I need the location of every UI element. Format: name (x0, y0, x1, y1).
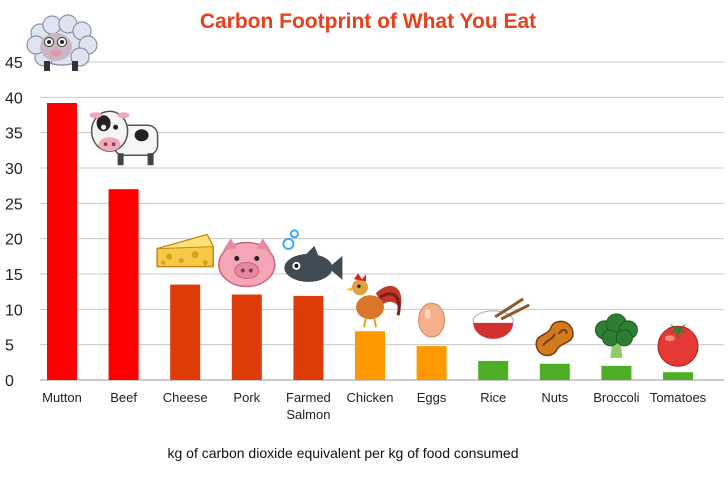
x-axis-labels: Mutton Beef Cheese Pork Farmed Salmon Chicken E… (42, 390, 707, 422)
x-tick-label: Cheese (163, 390, 208, 405)
y-tick-label: 15 (5, 267, 23, 284)
y-tick-label: 45 (5, 55, 23, 72)
gridlines (40, 61, 724, 381)
nut-icon (535, 320, 574, 357)
x-tick-label: Mutton (42, 390, 82, 405)
x-tick-label: Pork (233, 390, 260, 405)
chart-title: Carbon Footprint of What You Eat (200, 10, 536, 33)
x-axis-title: kg of carbon dioxide equivalent per kg o… (167, 445, 518, 461)
egg-icon (418, 302, 446, 338)
y-tick-label: 35 (5, 126, 23, 143)
y-tick-label: 20 (5, 232, 23, 249)
tomato-icon (657, 324, 699, 367)
bar-chicken (355, 331, 385, 380)
pig-icon (218, 238, 276, 288)
bar-tomatoes (663, 372, 693, 380)
y-axis-ticks: 0 5 10 15 20 25 30 35 40 45 (5, 55, 23, 390)
y-tick-label: 10 (5, 302, 23, 319)
x-tick-label: Rice (480, 390, 506, 405)
bar-cheese (170, 284, 201, 380)
cow-icon (89, 110, 159, 166)
rooster-icon (346, 273, 402, 328)
bar-rice (478, 360, 509, 380)
broccoli-icon (594, 313, 638, 358)
y-tick-label: 25 (5, 196, 23, 213)
bar-farmed-salmon (293, 295, 324, 380)
rice-bowl-icon (472, 297, 530, 339)
fish-icon (282, 229, 343, 282)
bar-eggs (416, 346, 447, 380)
sheep-icon (26, 14, 98, 71)
x-tick-label: Tomatoes (650, 390, 707, 405)
x-tick-label: Beef (110, 390, 137, 405)
y-tick-label: 40 (5, 90, 23, 107)
y-tick-label: 30 (5, 161, 23, 178)
bars (47, 102, 693, 380)
food-icons (26, 14, 699, 367)
bar-broccoli (601, 365, 632, 380)
x-tick-label: Chicken (347, 390, 394, 405)
bar-mutton (47, 102, 77, 380)
x-tick-label: Nuts (541, 390, 568, 405)
cheese-icon (156, 233, 214, 268)
y-tick-label: 5 (5, 338, 14, 355)
bar-nuts (539, 363, 570, 380)
x-tick-label: Broccoli (593, 390, 639, 405)
y-tick-label: 0 (5, 373, 14, 390)
x-tick-label: Eggs (417, 390, 447, 405)
bar-beef (108, 189, 139, 380)
x-tick-label: Farmed Salmon (286, 390, 331, 422)
bar-pork (231, 294, 262, 380)
